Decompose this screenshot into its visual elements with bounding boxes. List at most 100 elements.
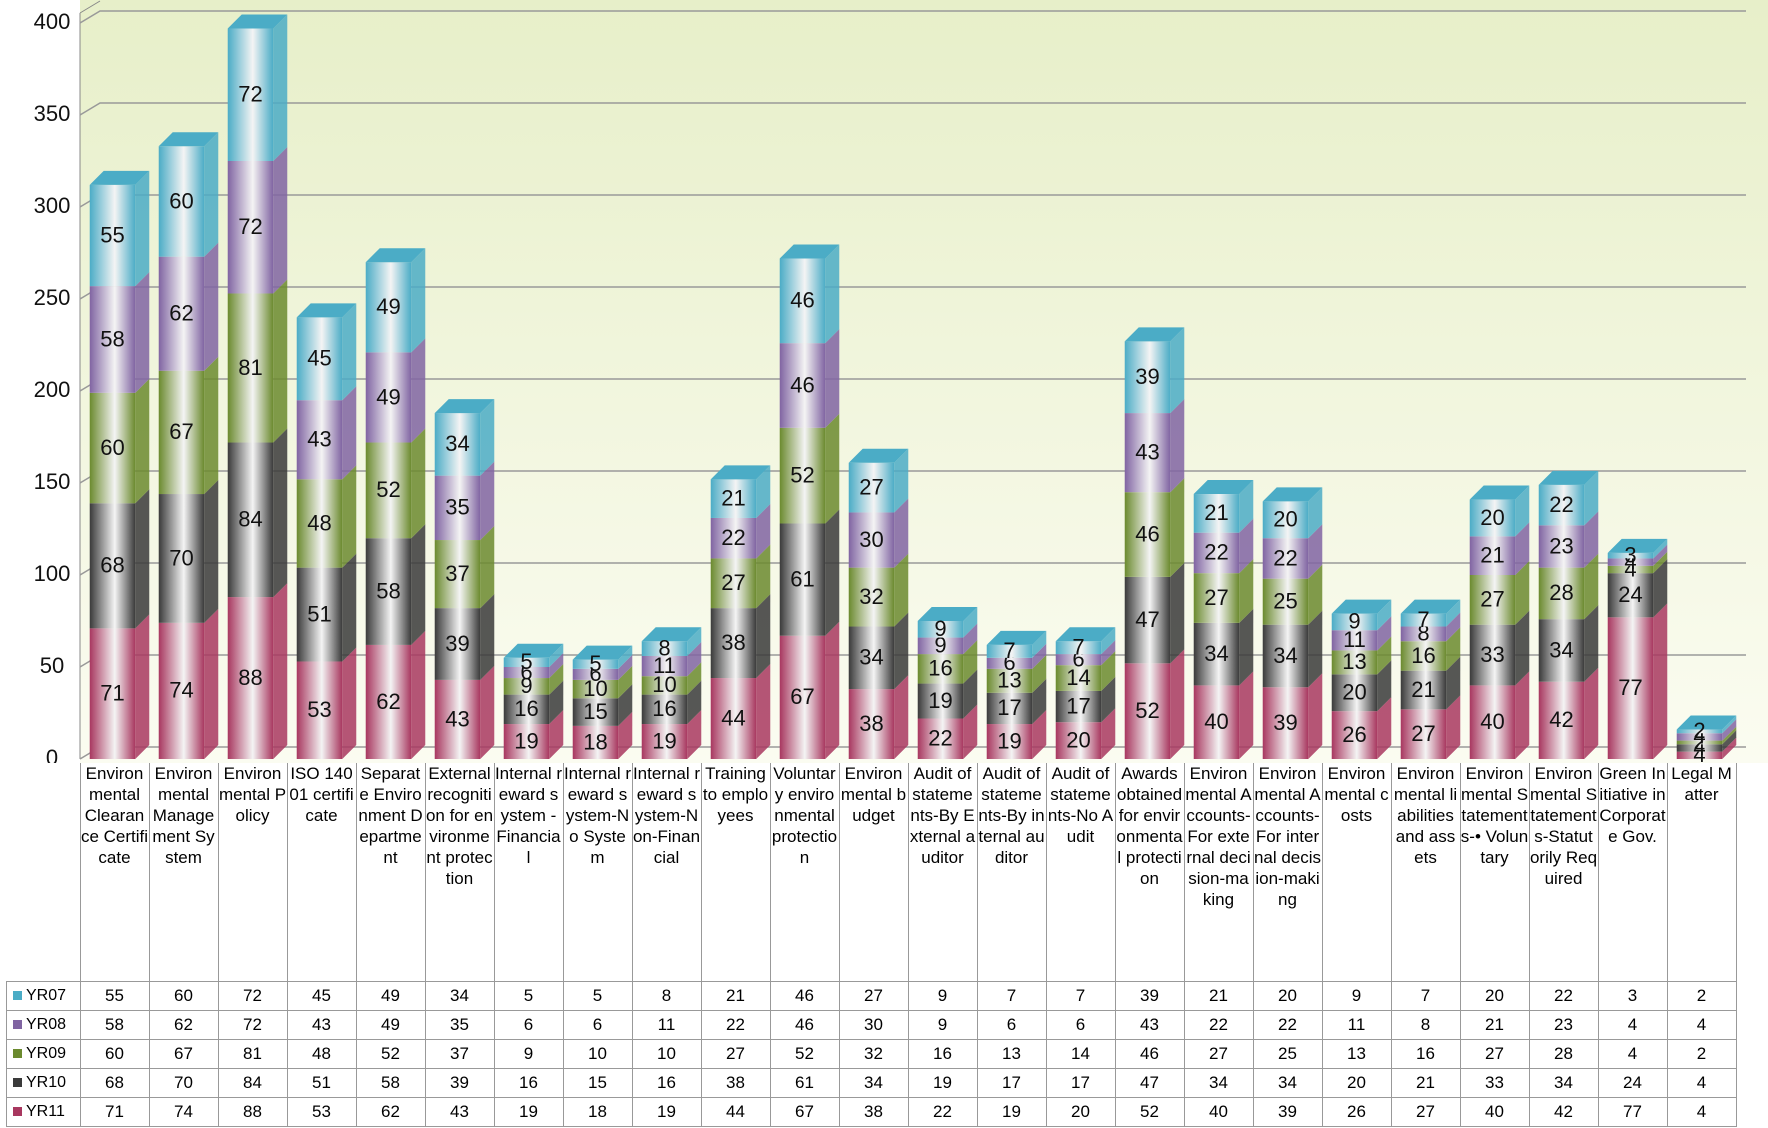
bar-segment xyxy=(917,621,964,638)
bar-side xyxy=(894,612,909,690)
bar-side xyxy=(1170,327,1185,414)
bar-segment xyxy=(158,494,205,623)
bar-segment xyxy=(1607,573,1654,618)
y-tick-label: 350 xyxy=(34,101,71,126)
bar-side xyxy=(1101,627,1116,655)
data-label: 84 xyxy=(238,507,262,532)
data-label: 32 xyxy=(859,584,883,609)
data-label: 7 xyxy=(1417,607,1429,632)
bar-segment xyxy=(434,608,481,680)
bar-side xyxy=(1653,559,1668,618)
data-label: 15 xyxy=(583,699,607,724)
bar-segment xyxy=(1400,641,1447,671)
x-tick-label: Audit of statements-No Audit xyxy=(1045,763,1116,982)
bar-side xyxy=(1308,673,1323,759)
bar-segment xyxy=(503,724,550,759)
bar-side xyxy=(1653,544,1668,566)
bar-side xyxy=(1446,656,1461,710)
data-label: 62 xyxy=(376,689,400,714)
table-value: 62 xyxy=(355,1097,426,1127)
x-tick-label: Environmental costs xyxy=(1321,763,1392,982)
data-label: 19 xyxy=(997,728,1021,753)
bar-segment xyxy=(710,558,757,609)
table-value: 4 xyxy=(1666,1097,1737,1127)
x-tick-label: Environmental liabilities and assets xyxy=(1390,763,1461,982)
table-value: 74 xyxy=(148,1097,219,1127)
data-label: 23 xyxy=(1549,533,1573,558)
bar-side xyxy=(1032,678,1047,725)
x-tick-label: ISO 14001 certificate xyxy=(286,763,357,982)
data-label: 68 xyxy=(100,553,124,578)
bar-side xyxy=(894,498,909,568)
bar-top xyxy=(434,399,495,414)
data-label: 30 xyxy=(859,527,883,552)
data-label: 20 xyxy=(1342,680,1366,705)
bar-segment xyxy=(710,479,757,518)
bar-side xyxy=(1377,636,1392,675)
bar-top xyxy=(1607,538,1668,553)
table-value: 14 xyxy=(1045,1039,1116,1069)
legend-entry: YR08 xyxy=(6,1010,81,1040)
table-value: 72 xyxy=(217,1010,288,1040)
table-value: 34 xyxy=(838,1068,909,1098)
bar-side xyxy=(756,503,771,559)
data-label: 52 xyxy=(376,477,400,502)
bar-side xyxy=(1515,522,1530,575)
bar-top xyxy=(296,303,357,318)
table-value: 21 xyxy=(1183,981,1254,1011)
data-label: 9 xyxy=(934,616,946,641)
data-label: 46 xyxy=(790,288,814,313)
bar-side xyxy=(1446,695,1461,759)
bar-segment xyxy=(89,628,136,759)
bar-side xyxy=(963,640,978,684)
bar-segment xyxy=(848,512,895,568)
bar-segment xyxy=(503,657,550,667)
bar-side xyxy=(894,448,909,513)
bar-segment xyxy=(710,517,757,559)
bar-segment xyxy=(1676,744,1723,752)
table-value: 3 xyxy=(1597,981,1668,1011)
bar-side xyxy=(273,147,288,294)
table-value: 4 xyxy=(1666,1068,1737,1098)
bar-segment xyxy=(1055,690,1102,723)
bar-side xyxy=(1239,559,1254,623)
data-label: 70 xyxy=(169,545,193,570)
bar-side xyxy=(1239,518,1254,574)
bar-segment xyxy=(1469,536,1516,575)
table-value: 47 xyxy=(1114,1068,1185,1098)
bar-segment xyxy=(227,597,274,759)
bar-side xyxy=(1101,651,1116,691)
bar-segment xyxy=(1193,573,1240,623)
data-label: 22 xyxy=(928,726,952,751)
data-label: 67 xyxy=(169,419,193,444)
bar-segment xyxy=(365,442,412,539)
bar-segment xyxy=(1331,630,1378,651)
table-value: 11 xyxy=(631,1010,702,1040)
bar-segment xyxy=(1331,650,1378,675)
bar-segment xyxy=(641,694,688,725)
bar-side xyxy=(204,608,219,759)
data-label: 19 xyxy=(652,728,676,753)
data-label: 22 xyxy=(1273,545,1297,570)
table-value: 32 xyxy=(838,1039,909,1069)
data-label: 24 xyxy=(1618,582,1642,607)
x-tick-label: Separate Environment Department xyxy=(355,763,426,982)
bar-segment xyxy=(434,413,481,476)
table-value: 46 xyxy=(769,1010,840,1040)
table-value: 2 xyxy=(1666,1039,1737,1069)
bar-segment xyxy=(158,622,205,759)
bar-side xyxy=(1101,708,1116,759)
bar-side xyxy=(1170,649,1185,759)
table-value: 40 xyxy=(1183,1097,1254,1127)
chart: 0501001502002503003504007168605855747067… xyxy=(34,0,1768,763)
data-label: 34 xyxy=(859,645,883,670)
bar-segment xyxy=(917,654,964,684)
data-label: 10 xyxy=(652,672,676,697)
table-value: 19 xyxy=(631,1097,702,1127)
table-value: 27 xyxy=(1459,1039,1530,1069)
bar-side xyxy=(963,669,978,719)
table-value: 34 xyxy=(1252,1068,1323,1098)
data-label: 45 xyxy=(307,346,331,371)
data-label: 35 xyxy=(445,495,469,520)
y-tick-label: 0 xyxy=(46,745,58,763)
